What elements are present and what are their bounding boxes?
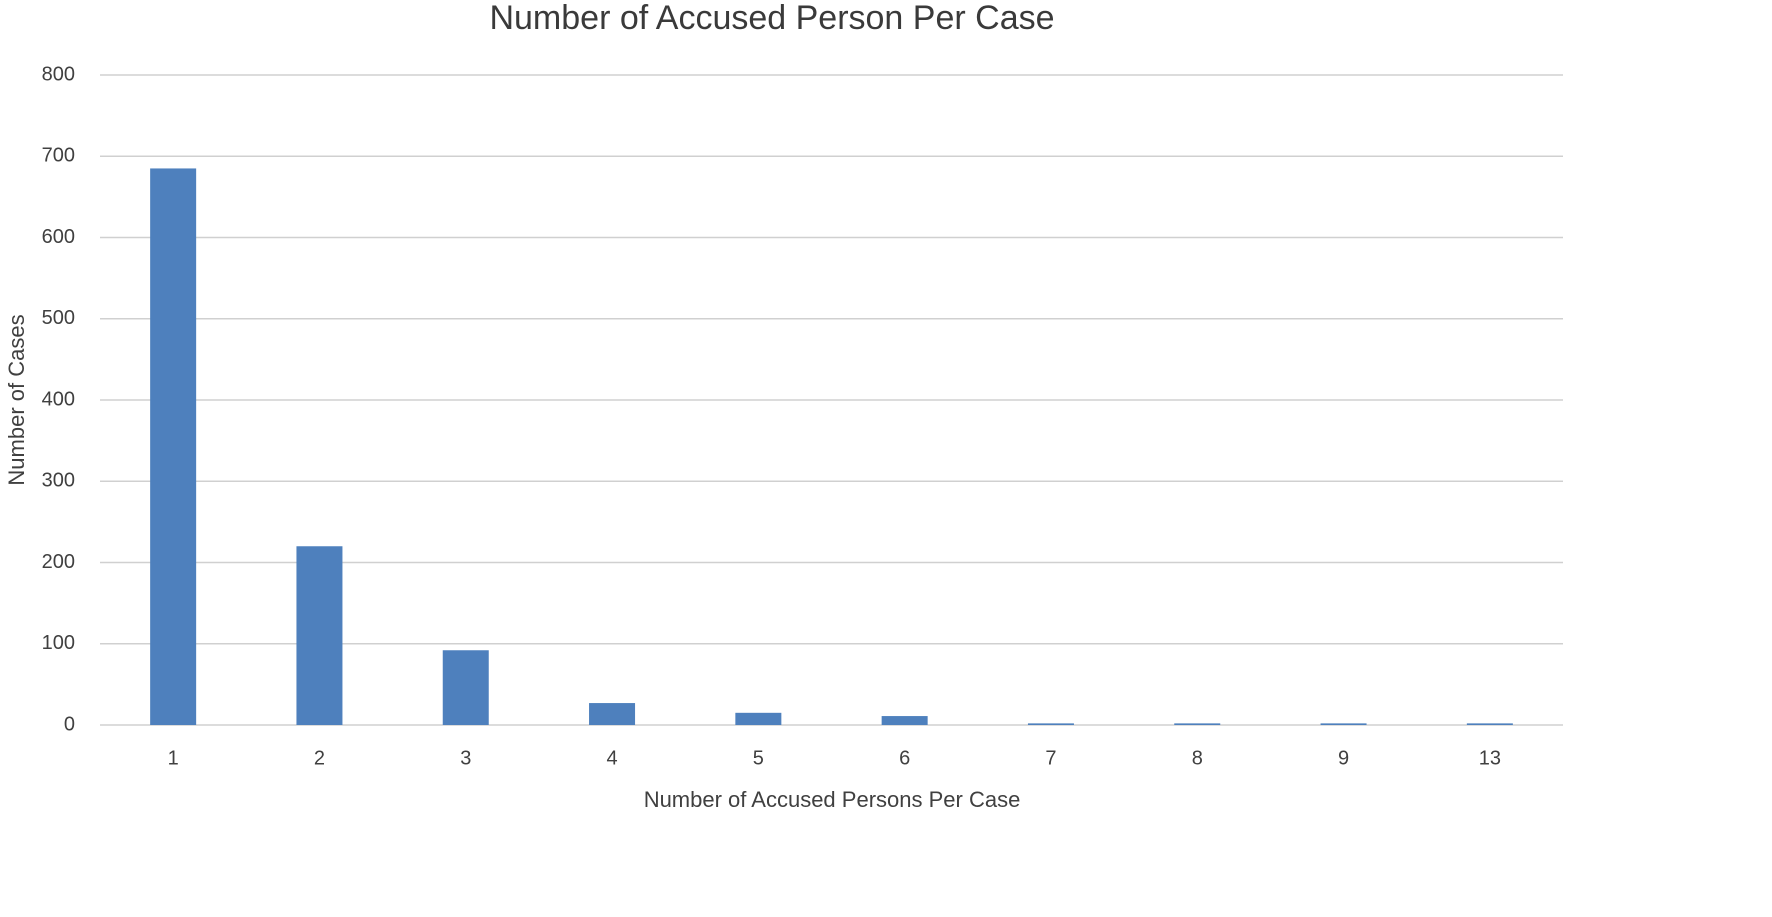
bar bbox=[881, 716, 928, 725]
x-tick-label: 5 bbox=[753, 747, 764, 769]
y-tick-label: 200 bbox=[42, 551, 75, 573]
x-tick-label: 3 bbox=[460, 747, 471, 769]
y-tick-label: 700 bbox=[42, 145, 75, 167]
x-tick-label: 9 bbox=[1338, 747, 1349, 769]
x-axis-title: Number of Accused Persons Per Case bbox=[644, 787, 1021, 812]
bar bbox=[1466, 723, 1513, 725]
x-tick-label: 1 bbox=[168, 747, 179, 769]
y-tick-label: 300 bbox=[42, 470, 75, 492]
bar bbox=[442, 650, 489, 725]
bar bbox=[150, 168, 197, 725]
bar bbox=[1174, 723, 1221, 725]
y-tick-label: 800 bbox=[42, 63, 75, 85]
y-tick-label: 400 bbox=[42, 388, 75, 410]
bar bbox=[589, 703, 636, 725]
x-tick-label: 13 bbox=[1479, 747, 1501, 769]
bar bbox=[1320, 723, 1367, 725]
x-tick-label: 8 bbox=[1192, 747, 1203, 769]
chart-title: Number of Accused Person Per Case bbox=[489, 0, 1054, 37]
x-tick-label: 4 bbox=[606, 747, 617, 769]
y-tick-label: 100 bbox=[42, 632, 75, 654]
x-tick-label: 7 bbox=[1045, 747, 1056, 769]
y-tick-label: 600 bbox=[42, 226, 75, 248]
x-tick-label: 2 bbox=[314, 747, 325, 769]
bar bbox=[296, 546, 343, 725]
x-tick-label: 6 bbox=[899, 747, 910, 769]
y-axis-title: Number of Cases bbox=[4, 314, 29, 485]
bar bbox=[1027, 723, 1074, 725]
y-tick-label: 500 bbox=[42, 307, 75, 329]
bar bbox=[735, 712, 782, 725]
y-tick-label: 0 bbox=[64, 713, 75, 735]
